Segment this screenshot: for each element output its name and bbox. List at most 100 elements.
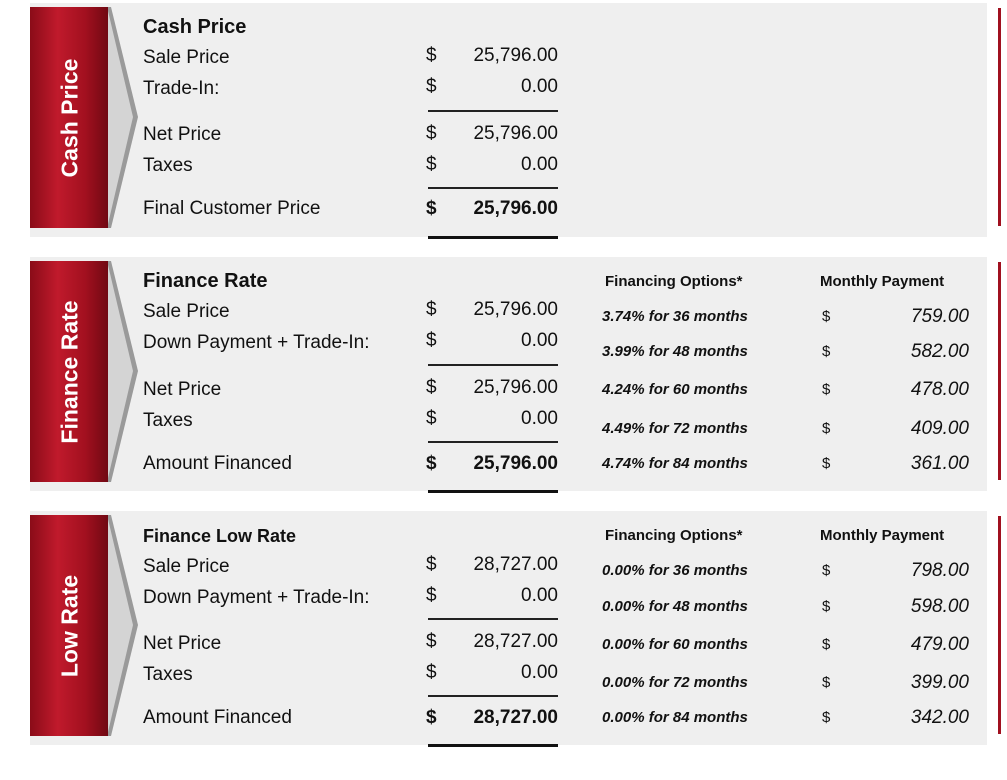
low-taxes-value: 0.00 xyxy=(521,662,558,683)
cash-price-heading: Cash Price xyxy=(143,16,247,38)
finance-down-payment-value: 0.00 xyxy=(521,330,558,351)
finance-rate-chevron-icon xyxy=(108,261,138,482)
finance-payment-1-currency: $ xyxy=(822,308,831,325)
low-rate-chevron-icon xyxy=(108,515,138,736)
low-total-rule xyxy=(428,695,558,697)
finance-rate-tab-label: Finance Rate xyxy=(56,299,82,444)
cash-sale-price-currency: $ xyxy=(426,45,437,66)
low-rate-tab-label: Low Rate xyxy=(56,574,82,677)
finance-payment-3-currency: $ xyxy=(822,381,831,398)
finance-payment-1: 759.00 xyxy=(910,306,969,327)
finance-rate-heading: Finance Rate xyxy=(143,270,268,292)
cash-final-underline xyxy=(428,236,558,239)
low-payment-header: Monthly Payment xyxy=(820,527,945,544)
cash-net-price-label: Net Price xyxy=(143,124,222,145)
finance-payment-header: Monthly Payment xyxy=(820,273,945,290)
finance-net-price-value: 25,796.00 xyxy=(473,377,558,398)
low-option-3: 0.00% for 60 months xyxy=(602,636,748,653)
finance-payment-4: 409.00 xyxy=(910,418,969,439)
finance-taxes-value: 0.00 xyxy=(521,408,558,429)
cash-taxes-label: Taxes xyxy=(143,155,193,176)
cash-final-price-value: 25,796.00 xyxy=(473,198,558,219)
finance-option-2: 3.99% for 48 months xyxy=(602,343,748,360)
finance-amount-financed-currency: $ xyxy=(426,453,437,474)
low-amount-financed-label: Amount Financed xyxy=(143,707,292,728)
finance-amount-financed-label: Amount Financed xyxy=(143,453,292,474)
low-payment-5: 342.00 xyxy=(910,707,969,728)
cash-price-tab: Cash Price xyxy=(30,7,109,228)
low-sale-price-currency: $ xyxy=(426,554,437,575)
cash-sale-price-value: 25,796.00 xyxy=(473,45,558,66)
low-payment-4-currency: $ xyxy=(822,674,831,691)
cash-trade-in-currency: $ xyxy=(426,76,437,97)
finance-net-price-currency: $ xyxy=(426,377,437,398)
low-net-price-label: Net Price xyxy=(143,633,222,654)
cash-trade-in-value: 0.00 xyxy=(521,76,558,97)
finance-sale-price-label: Sale Price xyxy=(143,301,230,322)
finance-amount-financed-value: 25,796.00 xyxy=(473,453,558,474)
cash-net-price-currency: $ xyxy=(426,123,437,144)
cash-final-price-currency: $ xyxy=(426,198,437,219)
low-option-2: 0.00% for 48 months xyxy=(602,598,748,615)
low-rate-accent-rule xyxy=(998,516,1001,734)
finance-payment-2: 582.00 xyxy=(910,341,969,362)
finance-rate-panel xyxy=(30,257,987,491)
finance-rate-tab: Finance Rate xyxy=(30,261,109,482)
low-sale-price-label: Sale Price xyxy=(143,556,230,577)
finance-payment-5-currency: $ xyxy=(822,455,831,472)
finance-subtotal-rule xyxy=(428,364,558,366)
finance-total-rule xyxy=(428,441,558,443)
finance-payment-2-currency: $ xyxy=(822,343,831,360)
low-amount-financed-currency: $ xyxy=(426,707,437,728)
cash-taxes-value: 0.00 xyxy=(521,154,558,175)
low-payment-5-currency: $ xyxy=(822,709,831,726)
low-option-4: 0.00% for 72 months xyxy=(602,674,748,691)
cash-total-rule xyxy=(428,187,558,189)
finance-payment-3: 478.00 xyxy=(910,379,969,400)
low-net-price-currency: $ xyxy=(426,631,437,652)
finance-option-3: 4.24% for 60 months xyxy=(602,381,748,398)
low-payment-3-currency: $ xyxy=(822,636,831,653)
low-taxes-label: Taxes xyxy=(143,664,193,685)
low-amount-financed-value: 28,727.00 xyxy=(473,707,558,728)
low-payment-1-currency: $ xyxy=(822,562,831,579)
finance-sale-price-value: 25,796.00 xyxy=(473,299,558,320)
low-subtotal-rule xyxy=(428,618,558,620)
finance-sale-price-currency: $ xyxy=(426,299,437,320)
cash-price-chevron-icon xyxy=(108,7,138,228)
finance-amount-underline xyxy=(428,490,558,493)
finance-net-price-label: Net Price xyxy=(143,379,222,400)
cash-price-tab-label: Cash Price xyxy=(56,58,82,177)
finance-options-header: Financing Options* xyxy=(605,273,743,290)
cash-price-panel xyxy=(30,3,987,237)
cash-net-price-value: 25,796.00 xyxy=(473,123,558,144)
finance-taxes-currency: $ xyxy=(426,408,437,429)
low-options-header: Financing Options* xyxy=(605,527,743,544)
low-down-payment-label: Down Payment + Trade-In: xyxy=(143,587,370,608)
low-option-1: 0.00% for 36 months xyxy=(602,562,748,579)
finance-option-1: 3.74% for 36 months xyxy=(602,308,748,325)
low-down-payment-currency: $ xyxy=(426,585,437,606)
low-payment-2-currency: $ xyxy=(822,598,831,615)
finance-payment-5: 361.00 xyxy=(910,453,969,474)
low-payment-2: 598.00 xyxy=(910,596,969,617)
low-rate-heading: Finance Low Rate xyxy=(143,526,297,546)
cash-sale-price-label: Sale Price xyxy=(143,47,230,68)
low-payment-1: 798.00 xyxy=(910,560,969,581)
low-rate-tab: Low Rate xyxy=(30,515,109,736)
finance-down-payment-label: Down Payment + Trade-In: xyxy=(143,332,370,353)
cash-subtotal-rule xyxy=(428,110,558,112)
finance-option-5: 4.74% for 84 months xyxy=(602,455,748,472)
cash-final-price-label: Final Customer Price xyxy=(143,198,321,219)
finance-taxes-label: Taxes xyxy=(143,410,193,431)
low-option-5: 0.00% for 84 months xyxy=(602,709,748,726)
low-sale-price-value: 28,727.00 xyxy=(473,554,558,575)
low-net-price-value: 28,727.00 xyxy=(473,631,558,652)
finance-rate-accent-rule xyxy=(998,262,1001,480)
low-payment-3: 479.00 xyxy=(910,634,969,655)
finance-down-payment-currency: $ xyxy=(426,330,437,351)
cash-price-accent-rule xyxy=(998,8,1001,226)
low-amount-underline xyxy=(428,744,558,747)
finance-option-4: 4.49% for 72 months xyxy=(602,420,748,437)
low-rate-panel xyxy=(30,511,987,745)
